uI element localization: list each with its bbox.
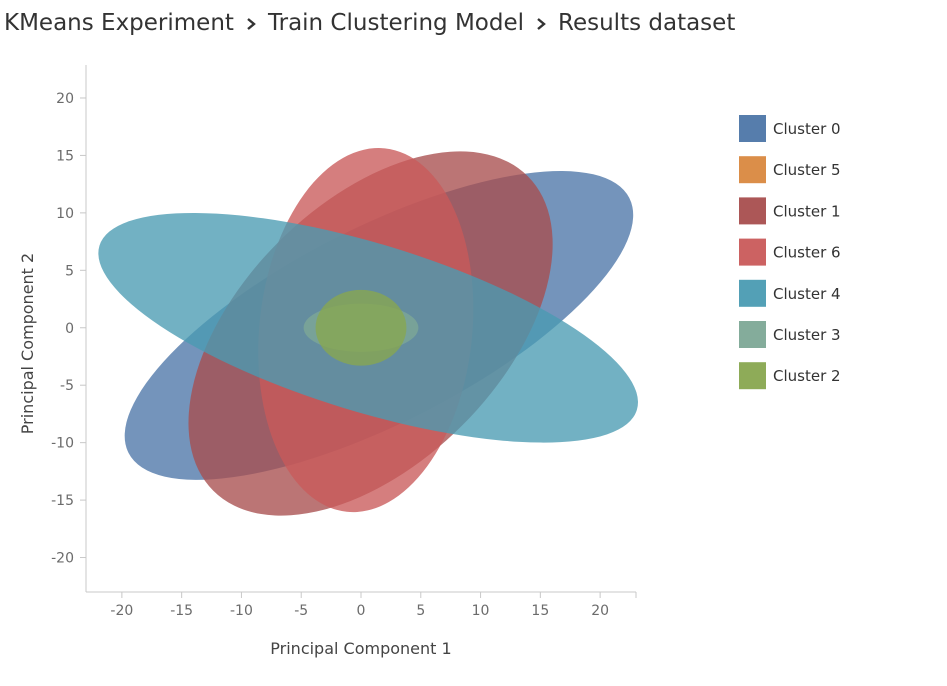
cluster-chart: 20 15 10 5 0 -5 -10 -15 -20 -20 -15 -10 -5 0 5 10 15 20 Pr… — [18, 65, 841, 658]
y-tick-label: 0 — [65, 321, 74, 337]
x-tick-label: -20 — [110, 603, 133, 619]
legend-swatch — [739, 321, 766, 348]
y-tick-label: -10 — [51, 436, 74, 452]
y-tick-label: -20 — [51, 551, 74, 567]
legend-swatch — [739, 362, 766, 390]
x-axis-title: Principal Component 1 — [270, 639, 451, 658]
y-axis-title: Principal Component 2 — [18, 253, 37, 434]
legend-label: Cluster 0 — [773, 120, 841, 138]
legend-swatch — [739, 197, 766, 225]
breadcrumb-item-dataset: Results dataset — [558, 10, 736, 36]
legend-label: Cluster 1 — [773, 202, 841, 220]
legend-item[interactable]: Cluster 5 — [739, 156, 841, 184]
legend-item[interactable]: Cluster 4 — [739, 279, 841, 307]
y-tick-label: -5 — [60, 378, 74, 394]
chevron-right-icon — [524, 10, 558, 36]
legend-label: Cluster 6 — [773, 244, 841, 262]
x-tick-label: 15 — [531, 603, 549, 619]
x-tick-label: 10 — [472, 603, 490, 619]
legend-swatch — [739, 115, 766, 142]
x-tick-label: -15 — [170, 603, 193, 619]
legend-item[interactable]: Cluster 0 — [739, 115, 841, 142]
legend-label: Cluster 5 — [773, 161, 841, 179]
y-tick-label: 10 — [56, 206, 74, 222]
legend-item[interactable]: Cluster 3 — [739, 321, 841, 348]
breadcrumb-item-experiment[interactable]: KMeans Experiment — [4, 10, 234, 36]
breadcrumb: KMeans Experiment Train Clustering Model… — [4, 10, 735, 36]
chart-axes: 20 15 10 5 0 -5 -10 -15 -20 -20 -15 -10 -5 0 5 10 15 20 Pr… — [18, 65, 637, 658]
x-tick-label: 0 — [357, 603, 366, 619]
x-tick-label: 5 — [416, 603, 425, 619]
legend-label: Cluster 2 — [773, 367, 841, 385]
breadcrumb-item-module[interactable]: Train Clustering Model — [267, 10, 525, 36]
y-tick-label: 5 — [65, 263, 74, 279]
legend-swatch — [739, 279, 766, 307]
legend-swatch — [739, 238, 766, 266]
cluster-ellipse-cluster-2 — [315, 289, 407, 366]
legend-item[interactable]: Cluster 6 — [739, 238, 841, 266]
chevron-right-icon — [234, 10, 268, 36]
x-tick-label: -5 — [294, 603, 308, 619]
legend-label: Cluster 3 — [773, 326, 841, 344]
legend-swatch — [739, 156, 766, 184]
legend-item[interactable]: Cluster 1 — [739, 197, 841, 225]
y-tick-label: 15 — [56, 148, 74, 164]
legend-item[interactable]: Cluster 2 — [739, 362, 841, 390]
y-tick-label: 20 — [56, 91, 74, 107]
legend-label: Cluster 4 — [773, 285, 841, 303]
cluster-ellipses — [98, 148, 638, 516]
y-tick-label: -15 — [51, 493, 74, 509]
x-tick-label: 20 — [591, 603, 609, 619]
x-tick-label: -10 — [230, 603, 253, 619]
chart-legend: Cluster 0 Cluster 5 Cluster 1 Cluster 6 Clus… — [739, 115, 841, 390]
